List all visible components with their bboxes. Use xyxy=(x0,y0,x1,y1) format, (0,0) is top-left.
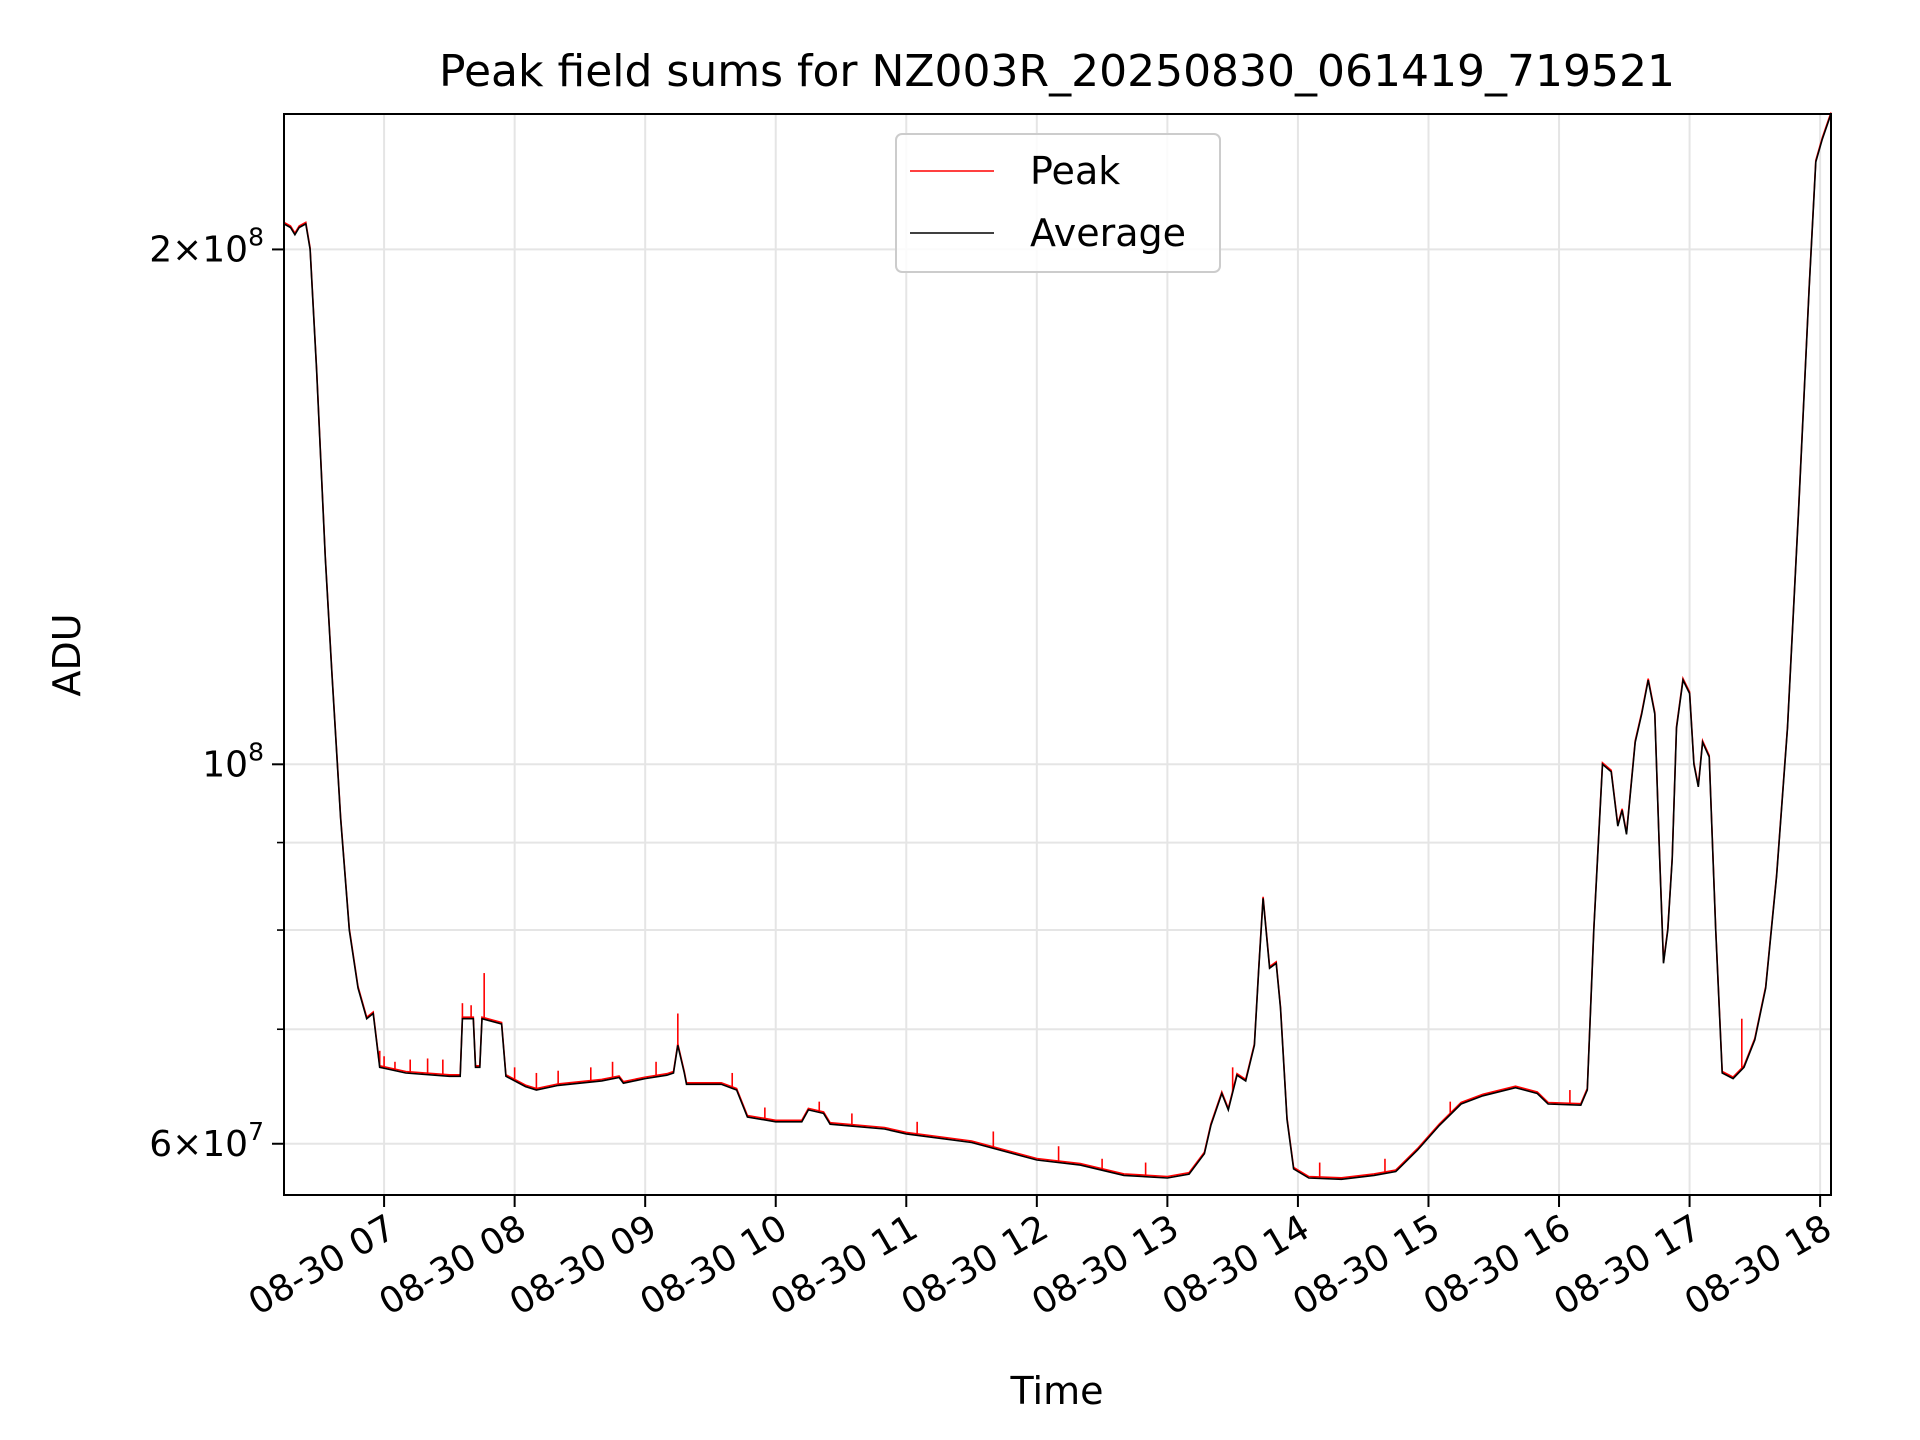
y-tick-label: 6×107 xyxy=(149,1117,264,1165)
legend: Peak Average xyxy=(895,133,1221,273)
y-tick-label: 2×108 xyxy=(149,222,264,270)
series-layer xyxy=(283,112,1832,1181)
series-line-average xyxy=(283,113,1832,1181)
legend-label-peak: Peak xyxy=(1030,149,1120,193)
legend-box xyxy=(895,133,1221,273)
y-axis: 2×108 108 6×107 xyxy=(149,222,284,1165)
legend-label-average: Average xyxy=(1030,211,1186,255)
x-axis-label: Time xyxy=(1010,1369,1104,1413)
grid xyxy=(284,114,1831,1195)
plot-frame xyxy=(283,113,1832,1196)
y-tick-label: 108 xyxy=(202,737,264,785)
chart-title: Peak field sums for NZ003R_20250830_0614… xyxy=(439,46,1675,97)
y-axis-label: ADU xyxy=(45,613,89,696)
